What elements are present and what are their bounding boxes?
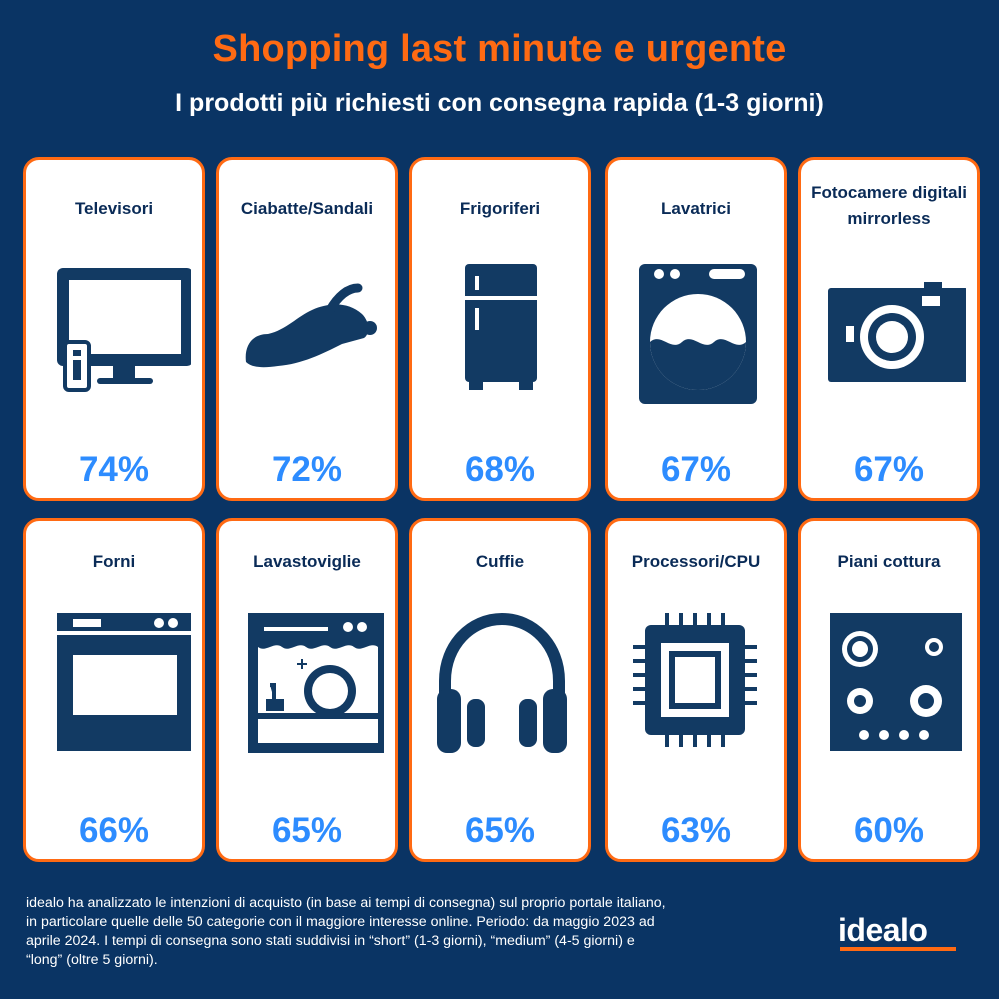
- card-label: Cuffie: [475, 552, 525, 571]
- washing-machine-icon: [619, 242, 773, 412]
- card-cuffie: Cuffie 65%: [409, 518, 591, 862]
- card-fotocamere: Fotocamere digitali mirrorless 67%: [798, 157, 980, 501]
- card-televisori: Televisori 74%: [23, 157, 205, 501]
- footnote: idealo ha analizzato le intenzioni di ac…: [26, 895, 666, 968]
- card-label: Fotocamere digitali mirrorless: [811, 183, 967, 228]
- card-value: 65%: [464, 811, 536, 850]
- card-value: 74%: [78, 450, 150, 489]
- card-forni: Forni 66%: [23, 518, 205, 862]
- page-title: Shopping last minute e urgente: [212, 28, 787, 70]
- card-label: Frigoriferi: [459, 199, 541, 218]
- card-frigoriferi: Frigoriferi 68%: [409, 157, 591, 501]
- card-value: 72%: [271, 450, 343, 489]
- card-value: 63%: [660, 811, 732, 850]
- card-label: Piani cottura: [837, 552, 941, 571]
- card-value: 65%: [271, 811, 343, 850]
- card-piani-cottura: Piani cottura 60%: [798, 518, 980, 862]
- card-value: 67%: [853, 450, 925, 489]
- card-label: Televisori: [74, 199, 154, 218]
- cpu-icon: [619, 603, 773, 773]
- card-label: Ciabatte/Sandali: [240, 199, 374, 218]
- card-label: Lavastoviglie: [253, 552, 361, 571]
- logo-underline: [840, 947, 956, 951]
- tv-icon: [37, 242, 191, 412]
- card-label: Processori/CPU: [631, 552, 761, 571]
- card-processori: Processori/CPU 63%: [605, 518, 787, 862]
- cooktop-icon: [812, 603, 966, 773]
- dishwasher-icon: [230, 603, 384, 773]
- card-ciabatte: Ciabatte/Sandali 72%: [216, 157, 398, 501]
- page-subtitle: I prodotti più richiesti con consegna ra…: [175, 89, 824, 117]
- idealo-logo: idealo: [838, 912, 928, 948]
- card-value: 68%: [464, 450, 536, 489]
- oven-icon: [37, 603, 191, 773]
- camera-icon: [812, 242, 966, 412]
- card-label: Lavatrici: [661, 199, 731, 218]
- card-value: 67%: [660, 450, 732, 489]
- card-label: Forni: [92, 552, 136, 571]
- card-value: 60%: [853, 811, 925, 850]
- headphones-icon: [423, 603, 577, 773]
- clog-icon: [230, 242, 384, 412]
- card-lavastoviglie: Lavastoviglie 65%: [216, 518, 398, 862]
- card-value: 66%: [78, 811, 150, 850]
- card-lavatrici: Lavatrici 67%: [605, 157, 787, 501]
- fridge-icon: [423, 242, 577, 412]
